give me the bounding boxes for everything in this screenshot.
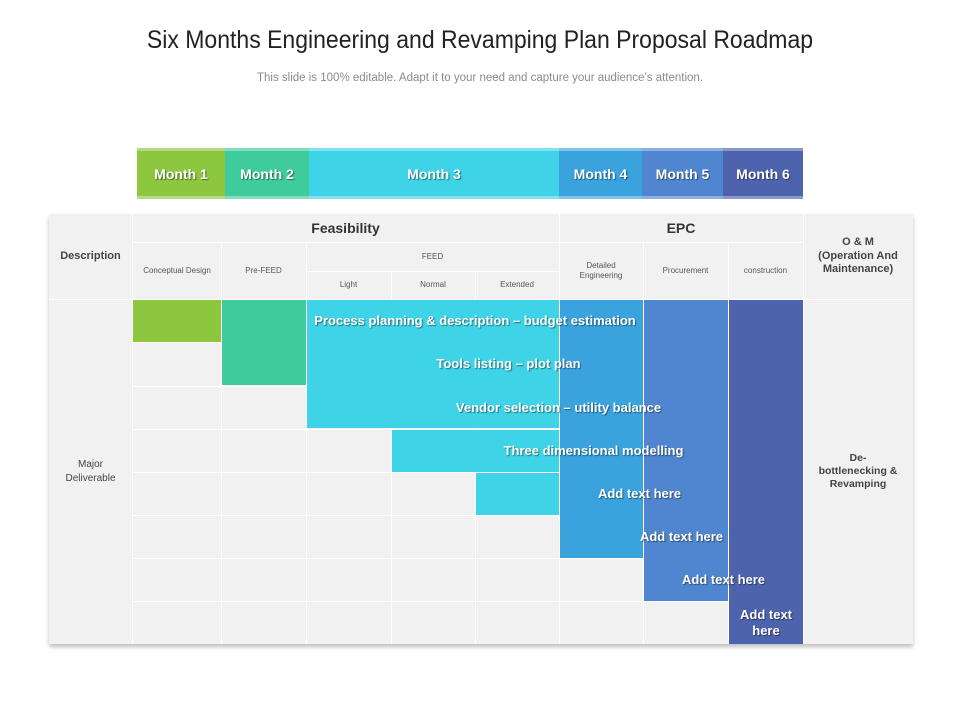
detailed-engineering-header: Detailed Engineering <box>579 260 623 280</box>
month-2-block <box>222 300 306 385</box>
feasibility-header: Feasibility <box>311 220 380 236</box>
om-header: O & M (Operation And Maintenance) <box>818 235 898 276</box>
grid-line <box>306 271 559 272</box>
grid-line <box>643 242 644 644</box>
page-subtitle: This slide is 100% editable. Adapt it to… <box>256 72 704 84</box>
month-3-block <box>392 430 559 472</box>
grid-line <box>221 242 222 644</box>
page-title: Six Months Engineering and Revamping Pla… <box>146 26 814 54</box>
grid-line <box>306 242 307 644</box>
pre-feed-header: Pre-FEED <box>245 265 282 275</box>
month-5-block <box>644 300 728 601</box>
month-3-header: Month 3 <box>309 148 559 199</box>
grid-line <box>132 558 803 559</box>
grid-line <box>803 214 804 644</box>
month-4-block <box>560 300 643 558</box>
grid-line <box>132 429 803 430</box>
deliverable-label: Three dimensional modelling <box>503 442 684 458</box>
feed-header: FEED <box>421 251 444 261</box>
grid-line <box>391 271 392 644</box>
normal-header: Normal <box>420 280 446 290</box>
grid-line <box>132 601 803 602</box>
deliverable-label: Tools listing – plot plan <box>436 355 581 371</box>
deliverable-label: Vendor selection – utility balance <box>455 399 662 415</box>
conceptual-design-header: Conceptual Design <box>143 265 211 275</box>
month-3-block <box>307 300 559 428</box>
month-3-block <box>476 473 559 515</box>
deliverable-label: Add text here <box>681 571 766 587</box>
month-5-header: Month 5 <box>642 148 723 199</box>
month-1-header: Month 1 <box>137 148 225 199</box>
grid-line <box>132 242 803 243</box>
procurement-header: Procurement <box>662 265 709 275</box>
grid-line <box>132 515 803 516</box>
grid-line <box>132 472 803 473</box>
month-2-header: Month 2 <box>225 148 309 199</box>
month-1-block <box>133 300 221 342</box>
month-6-block <box>729 300 803 644</box>
light-header: Light <box>339 280 358 290</box>
deliverable-label: Add text here <box>597 485 682 501</box>
description-header: Description <box>60 249 121 262</box>
grid-line <box>49 299 913 300</box>
major-deliverable-label: Major Deliverable <box>65 459 116 484</box>
month-4-header: Month 4 <box>559 148 642 199</box>
extended-header: Extended <box>500 280 534 290</box>
epc-header: EPC <box>666 220 696 236</box>
om-deliverable: De-bottlenecking & Revamping <box>818 451 898 491</box>
deliverable-label: Add text here <box>639 528 724 544</box>
deliverable-label: Add text here <box>740 606 792 638</box>
grid-line <box>728 242 729 644</box>
month-6-header: Month 6 <box>723 148 803 199</box>
deliverable-label: Process planning & description – budget … <box>314 312 636 328</box>
construction-header: construction <box>743 265 788 275</box>
